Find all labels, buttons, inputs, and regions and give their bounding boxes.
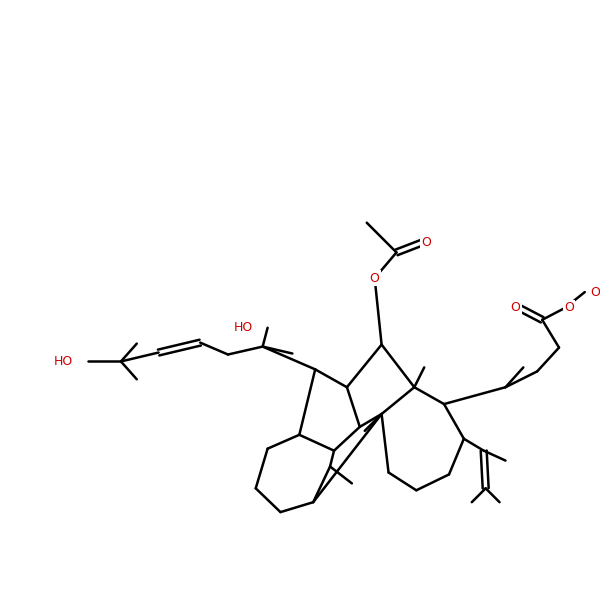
Text: O: O xyxy=(591,286,600,299)
Text: O: O xyxy=(370,272,380,284)
Text: O: O xyxy=(511,301,520,314)
Text: HO: HO xyxy=(233,321,253,334)
Text: O: O xyxy=(421,236,431,249)
Text: HO: HO xyxy=(54,355,73,368)
Text: O: O xyxy=(564,301,574,314)
